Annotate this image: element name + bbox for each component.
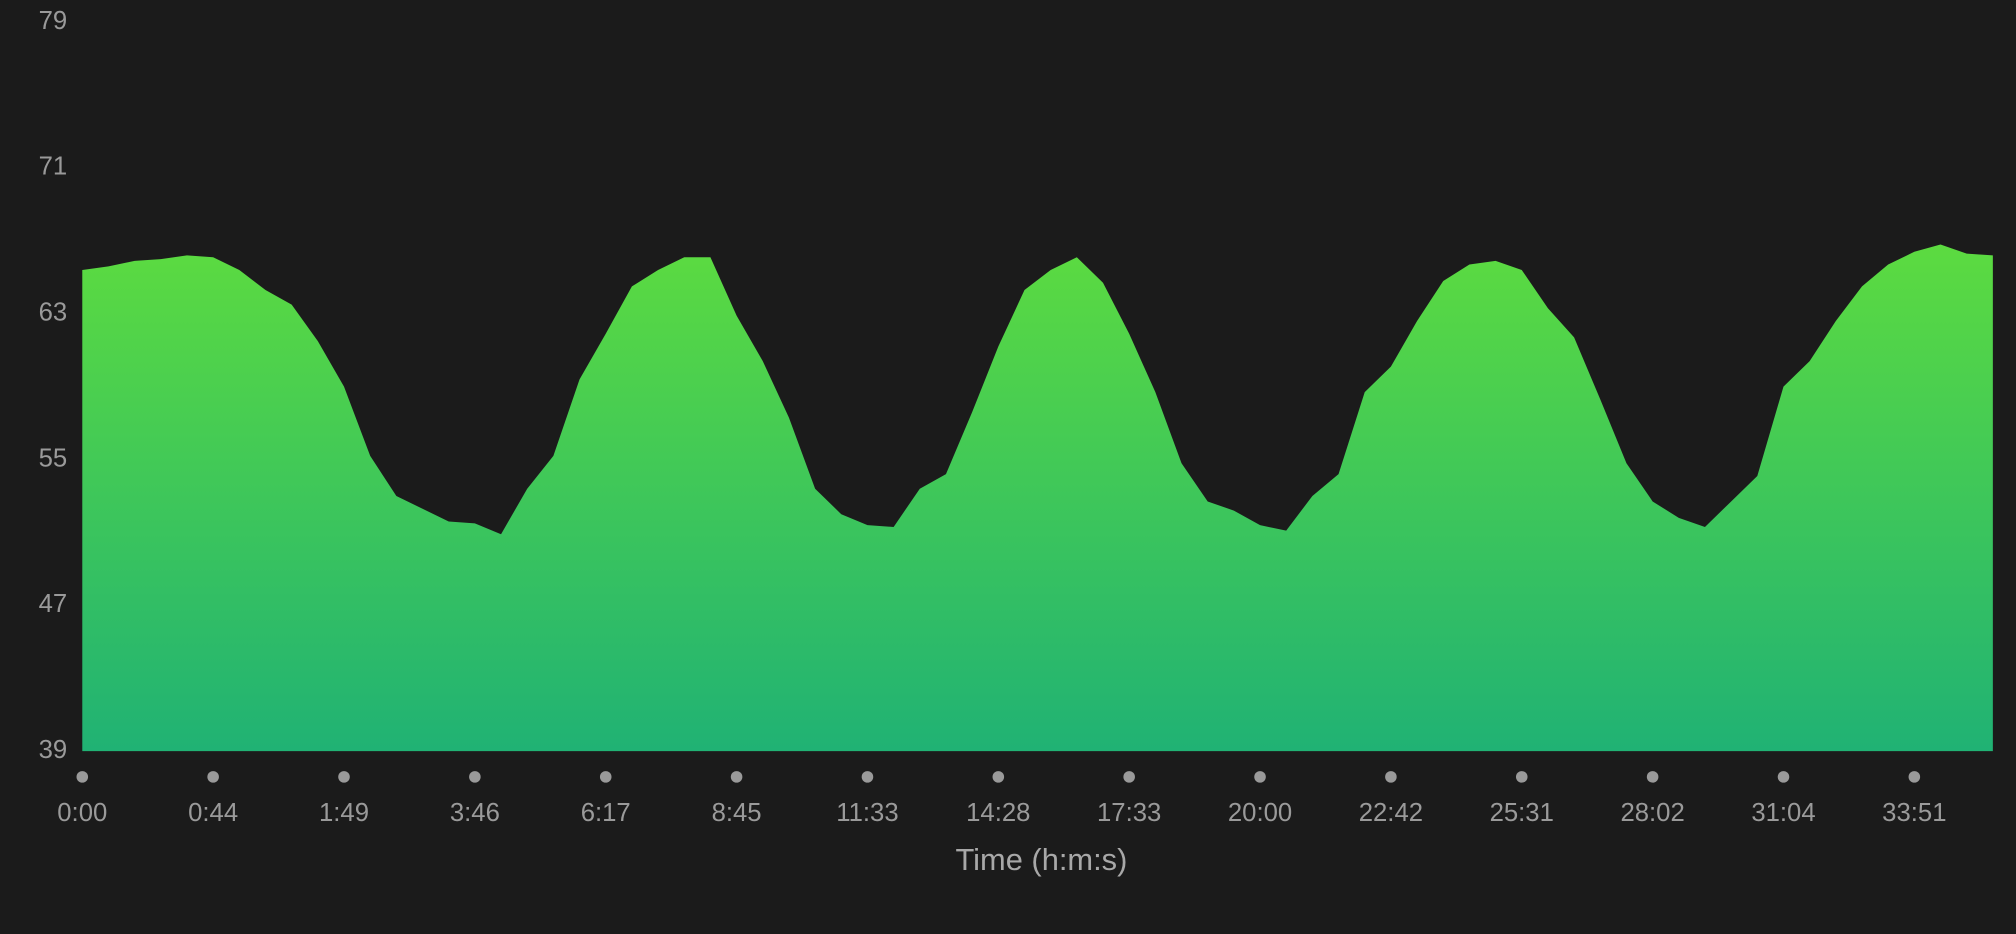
x-tick-label: 8:45 bbox=[712, 799, 762, 827]
x-tick-dot bbox=[1254, 771, 1266, 783]
y-tick-label: 71 bbox=[39, 153, 68, 181]
x-tick-label: 3:46 bbox=[450, 799, 500, 827]
x-tick-label: 0:44 bbox=[188, 799, 238, 827]
x-tick-label: 17:33 bbox=[1097, 799, 1161, 827]
x-tick-dot bbox=[1123, 771, 1135, 783]
x-tick-label: 20:00 bbox=[1228, 799, 1292, 827]
x-tick-label: 14:28 bbox=[966, 799, 1030, 827]
x-tick-label: 1:49 bbox=[319, 799, 369, 827]
x-tick-label: 28:02 bbox=[1620, 799, 1684, 827]
x-tick-dot bbox=[469, 771, 481, 783]
x-tick-dot bbox=[599, 771, 612, 783]
x-tick-label: 22:42 bbox=[1359, 799, 1423, 827]
y-tick-label: 55 bbox=[39, 444, 68, 472]
x-tick-dot bbox=[1777, 771, 1790, 783]
x-tick-label: 0:00 bbox=[57, 799, 107, 827]
x-tick-dot bbox=[730, 771, 743, 783]
y-tick-label: 47 bbox=[39, 590, 68, 618]
x-tick-dot bbox=[992, 771, 1005, 783]
y-tick-label: 79 bbox=[39, 7, 68, 35]
x-tick-dot bbox=[76, 771, 89, 783]
x-tick-dot bbox=[338, 771, 350, 783]
x-tick-dot bbox=[207, 771, 219, 783]
x-axis-label: Time (h:m:s) bbox=[955, 842, 1127, 877]
x-tick-dot bbox=[1385, 771, 1397, 783]
x-tick-label: 33:51 bbox=[1882, 799, 1946, 827]
x-tick-dot bbox=[1908, 771, 1921, 783]
y-tick-label: 63 bbox=[39, 299, 68, 327]
x-tick-dot bbox=[1515, 771, 1528, 783]
y-tick-label: 39 bbox=[39, 736, 68, 764]
x-tick-label: 6:17 bbox=[581, 799, 631, 827]
x-tick-dot bbox=[861, 771, 874, 783]
x-tick-label: 31:04 bbox=[1751, 799, 1815, 827]
x-tick-label: 11:33 bbox=[836, 799, 898, 827]
x-tick-dot bbox=[1646, 771, 1659, 783]
x-tick-label: 25:31 bbox=[1490, 799, 1554, 827]
area bbox=[82, 244, 1993, 752]
